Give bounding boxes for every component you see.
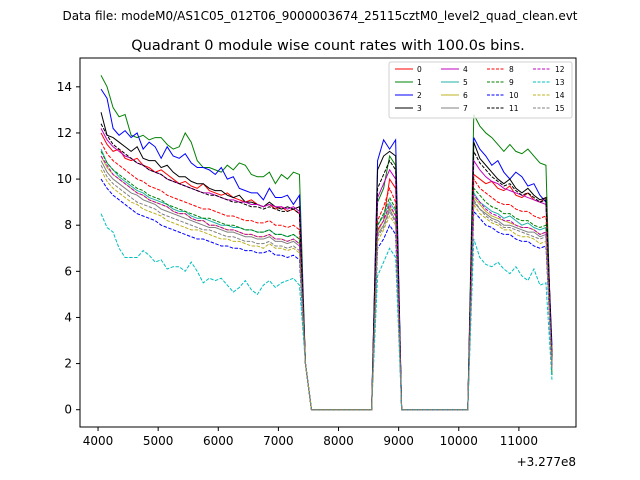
legend-label-6: 6: [463, 91, 468, 100]
series-line-3: [100, 112, 553, 411]
legend-label-0: 0: [417, 65, 422, 74]
series-line-2: [100, 88, 553, 411]
legend-label-4: 4: [463, 65, 468, 74]
series-line-8: [100, 141, 553, 411]
x-tick-label: 4000: [83, 434, 114, 448]
axis-layer: 4000 5000 6000 7000 8000 9000 10000 11000 0 2 4 6 8 1…: [57, 80, 538, 448]
x-tick-label: 10000: [440, 434, 478, 448]
x-tick-label: 11000: [500, 434, 538, 448]
y-tick-label: 12: [57, 126, 72, 140]
y-tick-label: 8: [64, 218, 72, 232]
legend-label-7: 7: [463, 104, 468, 113]
series-line-10: [100, 178, 553, 411]
x-tick-label: 8000: [323, 434, 354, 448]
legend-frame: [388, 61, 573, 119]
y-tick-label: 6: [64, 264, 72, 278]
x-tick-label: 9000: [383, 434, 414, 448]
y-tick-label: 10: [57, 172, 72, 186]
series-layer: [100, 75, 553, 411]
series-line-9: [100, 151, 553, 411]
legend-label-11: 11: [509, 104, 519, 113]
y-tick-label: 4: [64, 310, 72, 324]
y-tick-label: 2: [64, 357, 72, 371]
legend-label-9: 9: [509, 78, 514, 87]
series-line-5: [100, 148, 553, 411]
chart-suptitle: Data file: modeM0/AS1C05_012T06_90000036…: [62, 9, 577, 23]
legend-label-8: 8: [509, 65, 514, 74]
series-line-7: [100, 160, 553, 411]
y-tick-label: 0: [64, 403, 72, 417]
legend-label-1: 1: [417, 78, 422, 87]
legend-label-14: 14: [555, 91, 565, 100]
legend-label-5: 5: [463, 78, 468, 87]
series-line-13: [100, 213, 553, 411]
legend-label-10: 10: [509, 91, 519, 100]
legend-label-15: 15: [555, 104, 565, 113]
x-axis-offset-label: +3.277e8: [517, 455, 576, 469]
legend-label-2: 2: [417, 91, 422, 100]
chart-title: Quadrant 0 module wise count rates with …: [131, 38, 525, 54]
series-line-1: [100, 75, 553, 411]
series-line-12: [100, 155, 553, 411]
x-tick-label: 6000: [203, 434, 234, 448]
x-tick-label: 7000: [263, 434, 294, 448]
legend-label-3: 3: [417, 104, 422, 113]
series-line-11: [100, 123, 553, 411]
y-tick-label: 14: [57, 80, 72, 94]
legend-label-12: 12: [555, 65, 565, 74]
series-line-14: [100, 169, 553, 411]
plot-frame: [79, 57, 577, 428]
legend-label-13: 13: [555, 78, 565, 87]
series-line-15: [100, 165, 553, 411]
x-tick-label: 5000: [143, 434, 174, 448]
